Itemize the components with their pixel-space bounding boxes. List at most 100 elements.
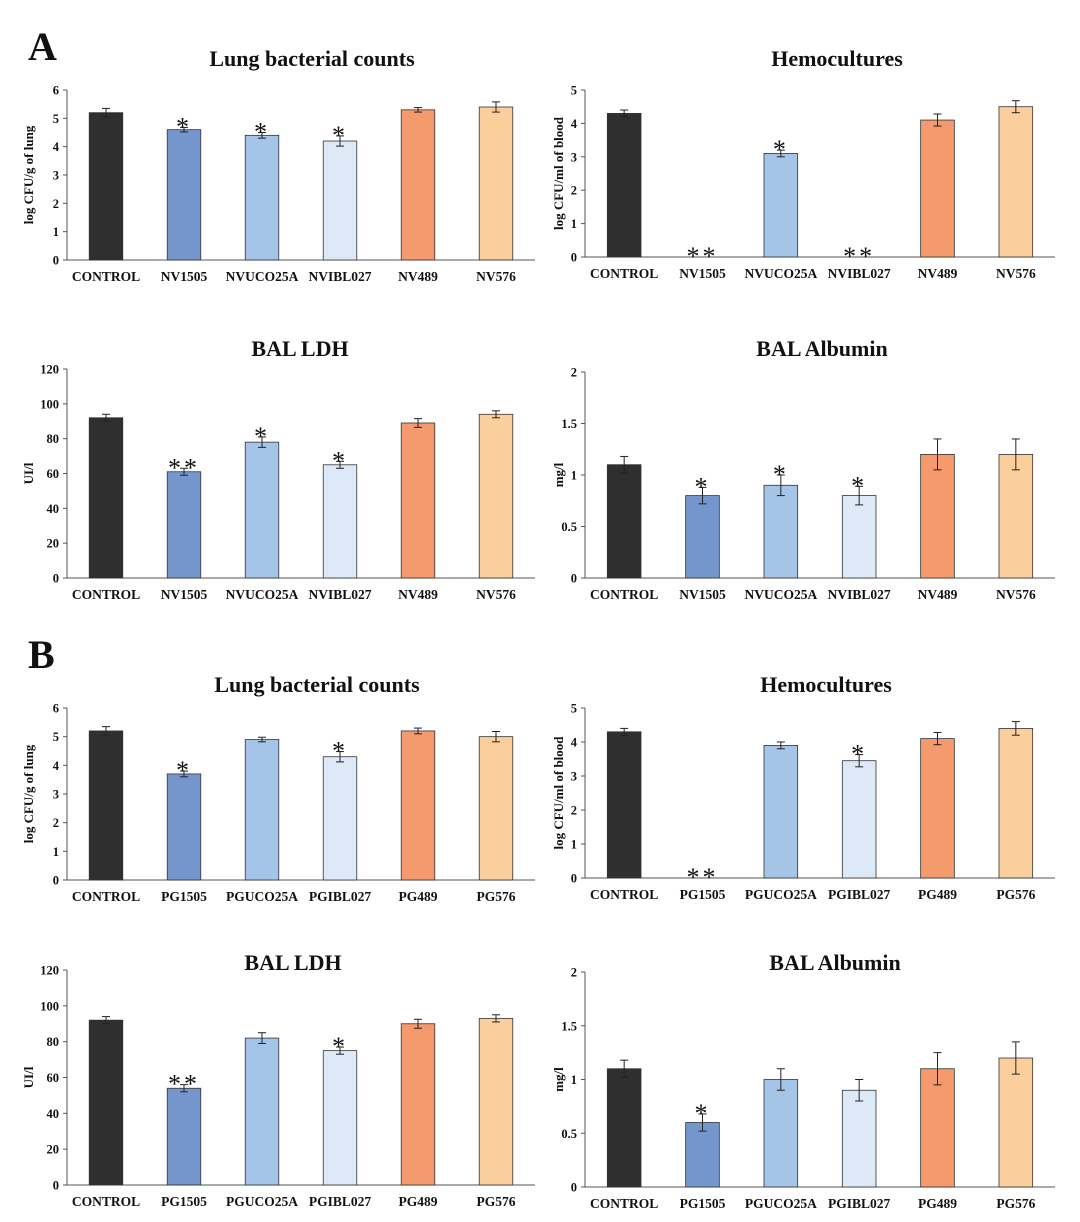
category-label: NVUCO25A xyxy=(226,587,299,602)
significance-marker: ** xyxy=(168,1070,200,1099)
bar-control xyxy=(606,464,642,579)
y-tick-label: 1 xyxy=(53,225,59,239)
chart-title: Hemocultures xyxy=(771,46,903,71)
category-label: PG1505 xyxy=(680,887,726,902)
y-tick-label: 5 xyxy=(571,702,577,716)
y-tick-label: 1 xyxy=(571,469,577,483)
y-tick-label: 5 xyxy=(571,84,577,98)
bar-pg489 xyxy=(400,730,436,881)
significance-marker: * xyxy=(851,471,867,500)
category-label: NV1505 xyxy=(679,587,726,602)
bar-nv576 xyxy=(478,413,514,579)
category-label: NV576 xyxy=(476,587,516,602)
bar-pg489 xyxy=(400,1023,436,1186)
significance-marker: ** xyxy=(843,242,875,271)
y-tick-label: 3 xyxy=(571,770,577,784)
category-label: NVUCO25A xyxy=(226,269,299,284)
bar-pg1505 xyxy=(685,1122,720,1188)
y-axis-label: log CFU/g of lung xyxy=(21,744,36,843)
category-label: NVIBL027 xyxy=(308,587,371,602)
category-label: NV489 xyxy=(918,587,958,602)
significance-marker: * xyxy=(254,422,270,451)
chart-title: Hemocultures xyxy=(760,672,892,697)
panel-label-a: A xyxy=(28,24,57,69)
significance-marker: * xyxy=(332,446,348,475)
bar-control xyxy=(606,1068,642,1188)
y-tick-label: 20 xyxy=(47,1143,60,1157)
category-label: NVIBL027 xyxy=(828,587,891,602)
y-tick-label: 0 xyxy=(53,1179,59,1193)
y-tick-label: 0.5 xyxy=(561,520,577,534)
y-tick-label: 4 xyxy=(53,759,60,773)
chart-title: Lung bacterial counts xyxy=(214,672,420,697)
bar-nvibl027 xyxy=(841,495,877,579)
category-label: CONTROL xyxy=(590,266,658,281)
y-tick-label: 80 xyxy=(47,1035,60,1049)
y-tick-label: 40 xyxy=(47,1107,60,1121)
chart-3: BAL LDHUI/l020406080100120CONTROL**NV150… xyxy=(21,336,535,602)
category-label: PG576 xyxy=(477,1194,516,1209)
y-tick-label: 60 xyxy=(47,1071,60,1085)
significance-marker: ** xyxy=(687,242,719,271)
y-tick-label: 100 xyxy=(40,397,59,411)
y-tick-label: 4 xyxy=(571,117,578,131)
significance-marker: * xyxy=(695,1099,711,1128)
bar-control xyxy=(606,731,642,879)
bar-nv489 xyxy=(920,453,955,579)
y-tick-label: 4 xyxy=(571,736,578,750)
category-label: CONTROL xyxy=(590,1196,658,1211)
category-label: NV576 xyxy=(476,269,516,284)
y-tick-label: 0.5 xyxy=(561,1127,577,1141)
category-label: CONTROL xyxy=(72,1194,140,1209)
category-label: PG1505 xyxy=(161,889,207,904)
y-tick-label: 1.5 xyxy=(561,417,577,431)
chart-4: BAL Albumin mg/l 0 0.5 1 1.5 2 CONTROL * NV1505 * N… xyxy=(551,336,1055,602)
significance-marker: ** xyxy=(168,453,200,482)
y-tick-label: 3 xyxy=(571,150,577,164)
category-label: NVUCO25A xyxy=(744,266,817,281)
bar-nvuco25a xyxy=(763,153,799,258)
y-tick-label: 0 xyxy=(571,872,577,886)
bar-nv576 xyxy=(998,106,1034,258)
category-label: PGIBL027 xyxy=(828,1196,891,1211)
chart-title: BAL Albumin xyxy=(756,336,887,361)
chart-7: BAL LDH UI/l 0 20 40 60 80 100 120 CONTROL ** PG150… xyxy=(21,950,535,1209)
chart-8: BAL Albumin mg/l 0 0.5 1 1.5 2 CONTROL * PG1505 PG… xyxy=(551,950,1055,1211)
bar-nvuco25a xyxy=(244,441,280,579)
bar-pg576 xyxy=(478,1017,514,1186)
category-label: PG1505 xyxy=(161,1194,207,1209)
category-label: PG1505 xyxy=(680,1196,726,1211)
bar-control xyxy=(88,417,124,579)
y-tick-label: 2 xyxy=(53,197,59,211)
category-label: NV576 xyxy=(996,266,1036,281)
category-label: PGUCO25A xyxy=(226,1194,298,1209)
category-label: PGUCO25A xyxy=(226,889,298,904)
bar-pg576 xyxy=(478,736,514,881)
chart-title: Lung bacterial counts xyxy=(209,46,415,71)
y-tick-label: 4 xyxy=(53,140,60,154)
bar-nvibl027 xyxy=(322,140,358,261)
category-label: NV1505 xyxy=(679,266,726,281)
significance-marker: * xyxy=(332,737,348,766)
category-label: NVIBL027 xyxy=(308,269,371,284)
category-label: PG489 xyxy=(918,887,957,902)
category-label: NV489 xyxy=(398,587,438,602)
bar-pg1505 xyxy=(166,1087,202,1186)
bar-nv576 xyxy=(478,106,514,261)
bar-nvibl027 xyxy=(322,464,358,579)
y-tick-label: 0 xyxy=(571,572,577,586)
y-tick-label: 80 xyxy=(47,432,60,446)
category-label: NV1505 xyxy=(161,269,208,284)
category-label: CONTROL xyxy=(590,587,658,602)
bar-nv489 xyxy=(400,422,436,579)
chart-1: Lung bacterial counts log CFU/g of lung 0 1… xyxy=(21,46,535,284)
category-label: PG489 xyxy=(918,1196,957,1211)
bar-pguco25a xyxy=(763,1079,799,1188)
y-axis-label: log CFU/ml of blood xyxy=(551,736,566,850)
bar-pg489 xyxy=(920,738,955,879)
bar-pgibl027 xyxy=(322,756,358,881)
significance-marker: * xyxy=(176,112,192,141)
y-tick-label: 0 xyxy=(53,874,59,888)
chart-title: BAL LDH xyxy=(251,336,348,361)
y-tick-label: 3 xyxy=(53,788,59,802)
